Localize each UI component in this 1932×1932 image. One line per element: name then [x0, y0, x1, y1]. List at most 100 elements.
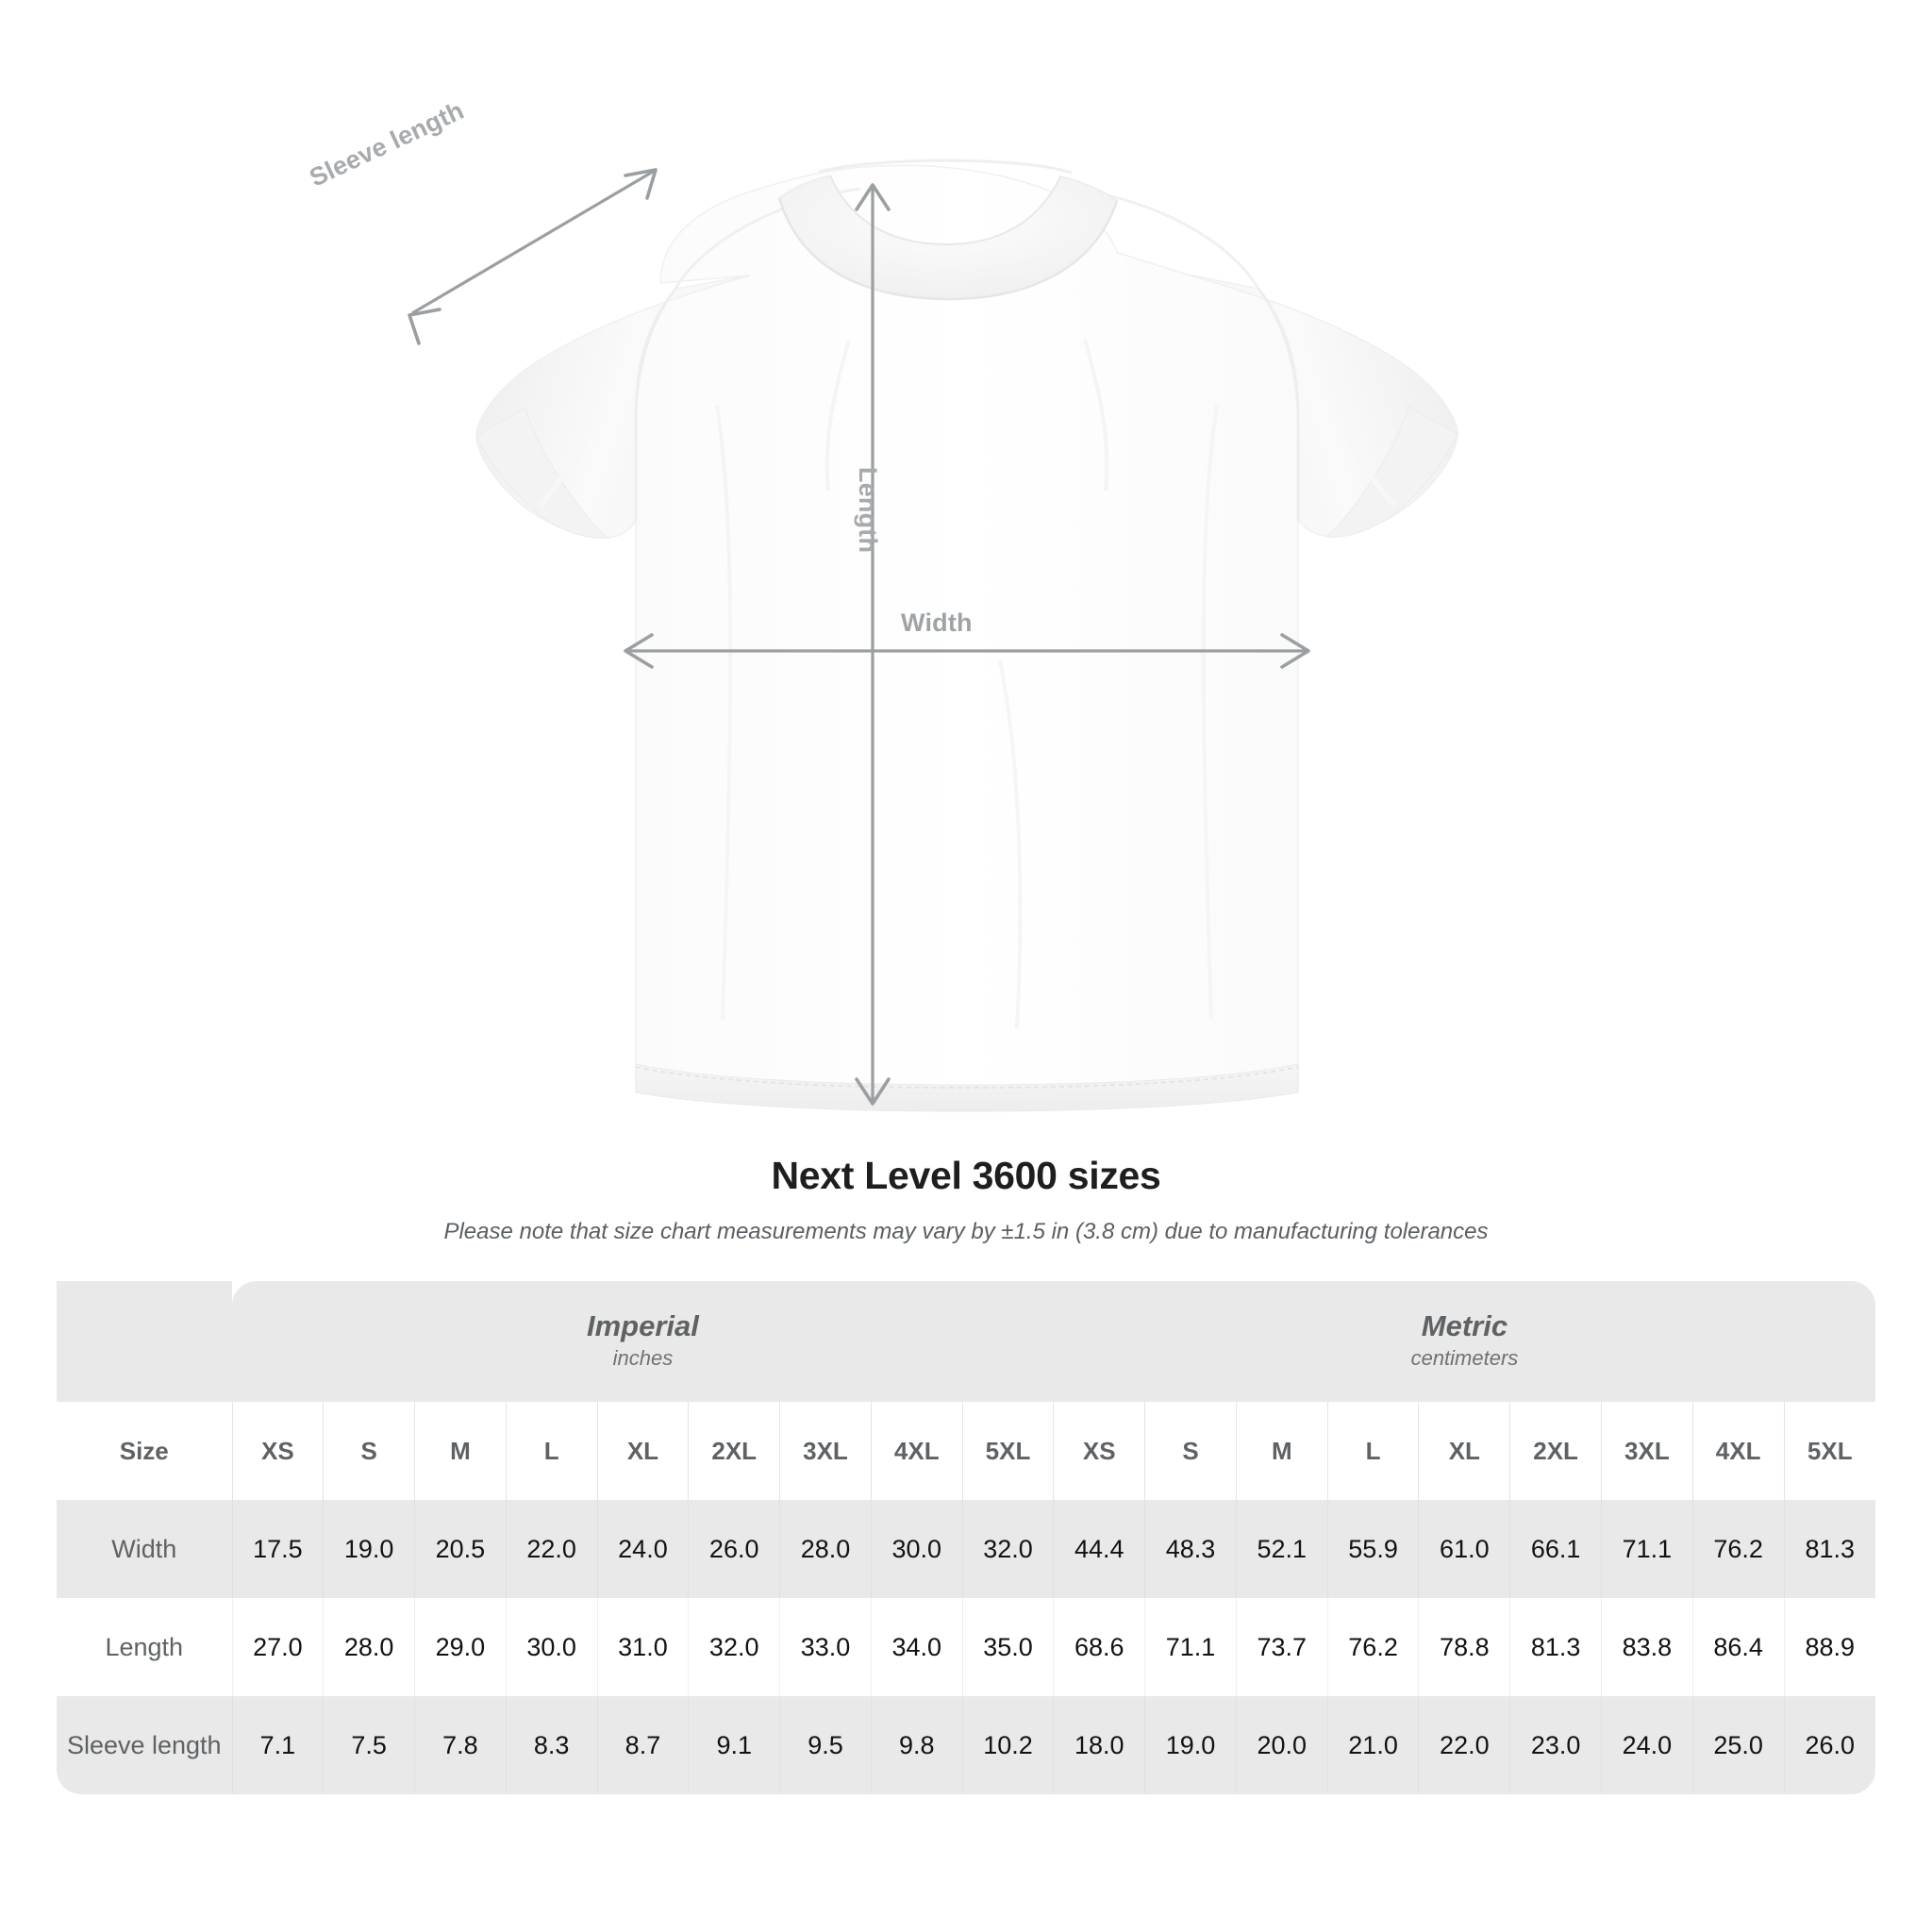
length-arrowhead-bottom — [855, 1077, 891, 1106]
cell-sleeve-length-imperial-4xl: 9.8 — [870, 1696, 963, 1794]
cell-length-metric-2xl: 81.3 — [1509, 1598, 1602, 1696]
cell-width-imperial-l: 22.0 — [505, 1500, 598, 1598]
table-row: Length 27.0 28.0 29.0 30.0 31.0 32.0 33.0 34.0 35… — [57, 1598, 1875, 1696]
cell-length-imperial-xl: 31.0 — [596, 1598, 689, 1696]
size-header-imperial-xl: XL — [596, 1402, 689, 1500]
shirt-body-shape — [475, 158, 1458, 1112]
cell-length-imperial-4xl: 34.0 — [870, 1598, 963, 1696]
size-table-body: Width 17.5 19.0 20.5 22.0 24.0 26.0 28.0 30.0 32.… — [57, 1500, 1875, 1794]
unit-group-metric: Metric centimeters — [1053, 1281, 1875, 1402]
cell-length-imperial-3xl: 33.0 — [779, 1598, 872, 1696]
size-header-metric-3xl: 3XL — [1600, 1402, 1693, 1500]
tolerance-note: Please note that size chart measurements… — [443, 1219, 1489, 1244]
cell-width-imperial-m: 20.5 — [414, 1500, 507, 1598]
size-header-metric-xl: XL — [1418, 1402, 1510, 1500]
size-header-imperial-xs: XS — [231, 1402, 324, 1500]
cell-width-imperial-5xl: 32.0 — [961, 1500, 1054, 1598]
cell-width-imperial-s: 19.0 — [323, 1500, 415, 1598]
size-header-metric-2xl: 2XL — [1509, 1402, 1602, 1500]
cell-length-imperial-xs: 27.0 — [231, 1598, 324, 1696]
cell-width-imperial-3xl: 28.0 — [779, 1500, 872, 1598]
row-header-length: Length — [57, 1598, 232, 1696]
cell-length-imperial-5xl: 35.0 — [961, 1598, 1054, 1696]
cell-width-imperial-4xl: 30.0 — [870, 1500, 963, 1598]
width-arrowhead-left — [624, 633, 654, 669]
cell-sleeve-length-imperial-3xl: 9.5 — [779, 1696, 872, 1794]
size-table-head: Imperial inches Metric centimeters Size … — [57, 1281, 1875, 1500]
size-header-metric-4xl: 4XL — [1691, 1402, 1785, 1500]
cell-length-metric-xs: 68.6 — [1053, 1598, 1145, 1696]
cell-length-metric-m: 73.7 — [1235, 1598, 1328, 1696]
cell-width-imperial-xs: 17.5 — [231, 1500, 324, 1598]
cell-length-imperial-s: 28.0 — [323, 1598, 415, 1696]
cell-length-metric-l: 76.2 — [1326, 1598, 1419, 1696]
size-header-label: Size — [57, 1402, 232, 1500]
cell-width-metric-5xl: 81.3 — [1783, 1500, 1875, 1598]
unit-group-imperial: Imperial inches — [232, 1281, 1054, 1402]
sleeve-arrowhead-lower — [408, 308, 441, 345]
unit-row-spacer — [57, 1281, 232, 1402]
cell-length-imperial-2xl: 32.0 — [688, 1598, 780, 1696]
cell-length-metric-4xl: 86.4 — [1691, 1598, 1785, 1696]
cell-sleeve-length-metric-l: 21.0 — [1326, 1696, 1419, 1794]
shirt-diagram: Sleeve length Length Width — [305, 96, 1458, 1112]
cell-sleeve-length-imperial-l: 8.3 — [505, 1696, 598, 1794]
cell-sleeve-length-metric-3xl: 24.0 — [1600, 1696, 1693, 1794]
cell-length-imperial-m: 29.0 — [414, 1598, 507, 1696]
row-header-width: Width — [57, 1500, 232, 1598]
cell-sleeve-length-imperial-5xl: 10.2 — [961, 1696, 1054, 1794]
cell-width-metric-m: 52.1 — [1235, 1500, 1328, 1598]
cell-length-metric-5xl: 88.9 — [1783, 1598, 1875, 1696]
cell-width-imperial-2xl: 26.0 — [688, 1500, 780, 1598]
chart-heading: Next Level 3600 sizes Please note that s… — [0, 1154, 1932, 1245]
length-arrowhead-top — [855, 183, 891, 211]
size-header-row: Size XS S M L XL 2XL 3XL 4XL 5XL XS S M L XL 2XL 3XL 4XL… — [57, 1402, 1875, 1500]
size-header-imperial-2xl: 2XL — [688, 1402, 780, 1500]
unit-group-metric-sub: centimeters — [1410, 1346, 1519, 1371]
size-table-container: Imperial inches Metric centimeters Size … — [57, 1281, 1875, 1794]
row-header-sleeve-length: Sleeve length — [57, 1696, 232, 1794]
size-header-metric-5xl: 5XL — [1783, 1402, 1875, 1500]
size-header-imperial-m: M — [414, 1402, 507, 1500]
table-row: Sleeve length 7.1 7.5 7.8 8.3 8.7 9.1 9.5 9.8 10.… — [57, 1696, 1875, 1794]
cell-width-metric-xs: 44.4 — [1053, 1500, 1145, 1598]
size-header-metric-xs: XS — [1053, 1402, 1145, 1500]
cell-sleeve-length-metric-5xl: 26.0 — [1783, 1696, 1875, 1794]
size-header-metric-m: M — [1235, 1402, 1328, 1500]
cell-width-metric-xl: 61.0 — [1418, 1500, 1510, 1598]
unit-group-metric-name: Metric — [1421, 1308, 1508, 1342]
cell-sleeve-length-imperial-m: 7.8 — [414, 1696, 507, 1794]
cell-sleeve-length-metric-s: 19.0 — [1144, 1696, 1237, 1794]
cell-length-metric-s: 71.1 — [1144, 1598, 1237, 1696]
width-label: Width — [901, 608, 973, 637]
size-header-metric-l: L — [1326, 1402, 1419, 1500]
cell-sleeve-length-metric-m: 20.0 — [1235, 1696, 1328, 1794]
cell-sleeve-length-imperial-xs: 7.1 — [231, 1696, 324, 1794]
cell-width-imperial-xl: 24.0 — [596, 1500, 689, 1598]
page-title: Next Level 3600 sizes — [771, 1154, 1161, 1197]
cell-sleeve-length-imperial-s: 7.5 — [323, 1696, 415, 1794]
sleeve-dimension-line — [411, 170, 654, 315]
cell-sleeve-length-metric-xs: 18.0 — [1053, 1696, 1145, 1794]
size-header-imperial-s: S — [323, 1402, 415, 1500]
unit-group-imperial-name: Imperial — [587, 1308, 699, 1342]
cell-sleeve-length-metric-4xl: 25.0 — [1691, 1696, 1785, 1794]
cell-length-metric-3xl: 83.8 — [1600, 1598, 1693, 1696]
size-header-metric-s: S — [1144, 1402, 1237, 1500]
cell-sleeve-length-metric-xl: 22.0 — [1418, 1696, 1510, 1794]
tshirt-illustration — [408, 158, 1458, 1112]
size-header-imperial-5xl: 5XL — [961, 1402, 1054, 1500]
size-header-imperial-l: L — [505, 1402, 598, 1500]
cell-width-metric-4xl: 76.2 — [1691, 1500, 1785, 1598]
cell-width-metric-2xl: 66.1 — [1509, 1500, 1602, 1598]
unit-group-row: Imperial inches Metric centimeters — [57, 1281, 1875, 1402]
unit-group-imperial-sub: inches — [612, 1346, 674, 1371]
cell-sleeve-length-imperial-2xl: 9.1 — [688, 1696, 780, 1794]
table-row: Width 17.5 19.0 20.5 22.0 24.0 26.0 28.0 30.0 32.… — [57, 1500, 1875, 1598]
sleeve-arrowhead-upper — [624, 168, 658, 200]
size-chart-table: Imperial inches Metric centimeters Size … — [57, 1281, 1875, 1794]
cell-sleeve-length-metric-2xl: 23.0 — [1509, 1696, 1602, 1794]
dimension-lines — [408, 168, 1310, 1106]
size-header-imperial-4xl: 4XL — [870, 1402, 963, 1500]
cell-sleeve-length-imperial-xl: 8.7 — [596, 1696, 689, 1794]
